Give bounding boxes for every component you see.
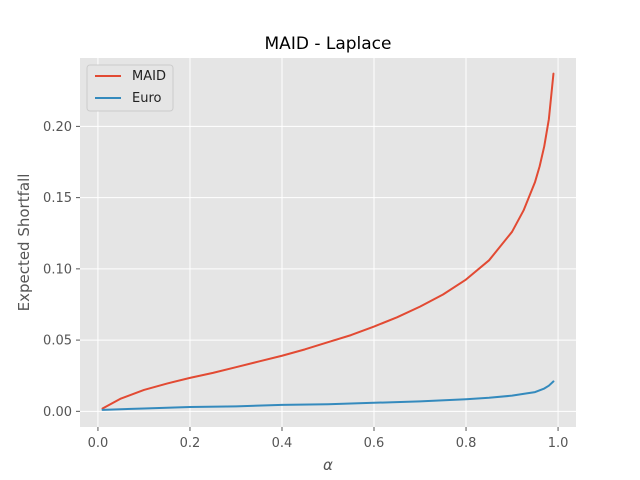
legend-label-maid: MAID: [132, 69, 166, 84]
x-tick-label: 0.8: [456, 436, 477, 451]
plot-background: [80, 58, 576, 427]
series-line-euro: [101, 380, 555, 411]
y-tick-label: 0.10: [43, 262, 72, 277]
y-tick-label: 0.00: [43, 405, 72, 420]
y-tick-label: 0.05: [43, 334, 72, 349]
x-tick-label: 0.2: [180, 436, 201, 451]
legend-label-euro: Euro: [132, 91, 162, 106]
grid: [80, 58, 576, 427]
series-layer: [101, 72, 555, 411]
x-axis-label: α: [323, 456, 333, 474]
y-axis-label: Expected Shortfall: [15, 174, 33, 312]
x-tick-label: 0.0: [88, 436, 109, 451]
series-line-maid: [101, 72, 555, 410]
x-tick-label: 0.4: [272, 436, 293, 451]
ticks: 0.0 0.2 0.4 0.6 0.8 1.0 0.00 0.05 0.10 0.15 0.20: [43, 120, 568, 451]
y-tick-label: 0.20: [43, 120, 72, 135]
chart-title: MAID - Laplace: [265, 34, 392, 54]
x-tick-label: 1.0: [548, 436, 569, 451]
legend: MAID Euro: [86, 64, 174, 112]
y-tick-label: 0.15: [43, 191, 72, 206]
x-tick-label: 0.6: [364, 436, 385, 451]
